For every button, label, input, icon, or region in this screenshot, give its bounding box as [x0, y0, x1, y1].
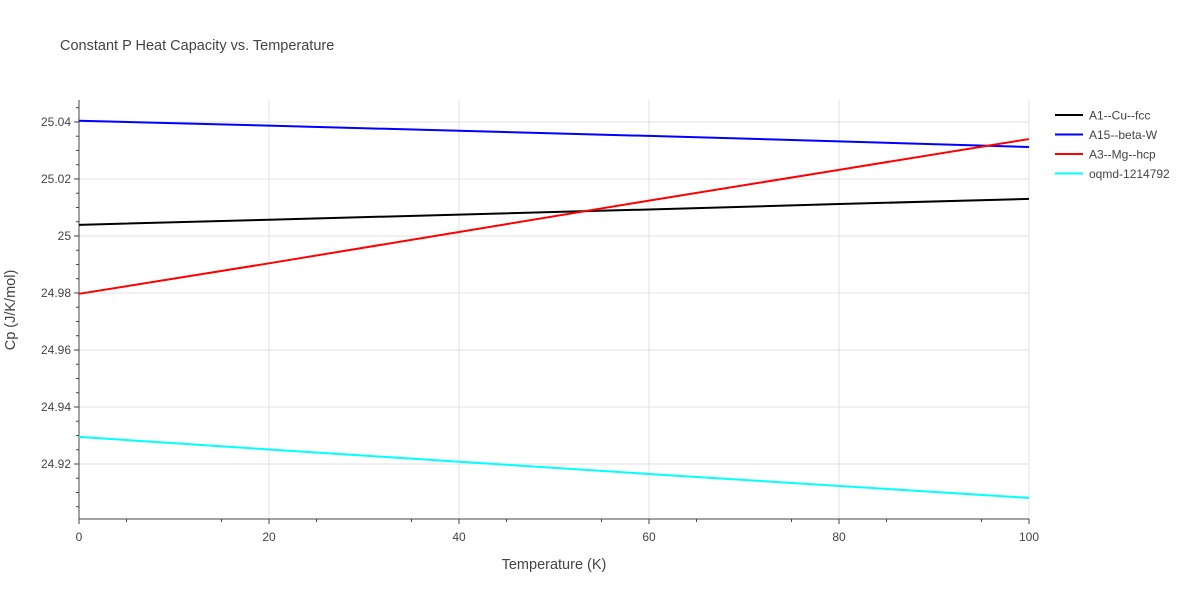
legend[interactable]: A1--Cu--fcc A15--beta-W A3--Mg--hcp oqmd-12… [1055, 109, 1170, 182]
y-tick-label: 24.92 [41, 457, 71, 471]
y-tick-label: 24.94 [41, 400, 71, 414]
legend-item-label: A1--Cu--fcc [1089, 109, 1150, 123]
x-tick-label: 100 [1019, 530, 1039, 544]
series-line-A3--Mg--hcp [78, 138, 1030, 295]
legend-item-label: A3--Mg--hcp [1089, 148, 1156, 162]
x-tick-label: 80 [832, 530, 846, 544]
series-line-oqmd-1214792 [78, 435, 1030, 499]
x-axis-label: Temperature (K) [502, 557, 607, 573]
y-tick-label: 25.02 [41, 172, 71, 186]
x-tick-label: 0 [76, 530, 83, 544]
y-axis-label: Cp (J/K/mol) [3, 270, 19, 351]
chart-title: Constant P Heat Capacity vs. Temperature [60, 38, 334, 54]
y-tick-label: 25.04 [41, 115, 71, 129]
series-lines [78, 119, 1030, 499]
y-tick-label: 24.98 [41, 286, 71, 300]
legend-item-label: A15--beta-W [1089, 128, 1158, 142]
x-tick-label: 40 [452, 530, 466, 544]
y-tick-label: 24.96 [41, 343, 71, 357]
legend-item-label: oqmd-1214792 [1089, 167, 1170, 181]
series-line-A1--Cu--fcc [78, 197, 1030, 226]
y-tick-label: 25 [58, 229, 72, 243]
grid [79, 100, 1030, 519]
x-tick-label: 60 [642, 530, 656, 544]
axes: 0 20 40 60 80 100 24.92 24.94 24.96 24.98 25 25.02 2… [41, 100, 1039, 544]
x-tick-label: 20 [262, 530, 276, 544]
series-line-A15--beta-W [78, 119, 1030, 149]
